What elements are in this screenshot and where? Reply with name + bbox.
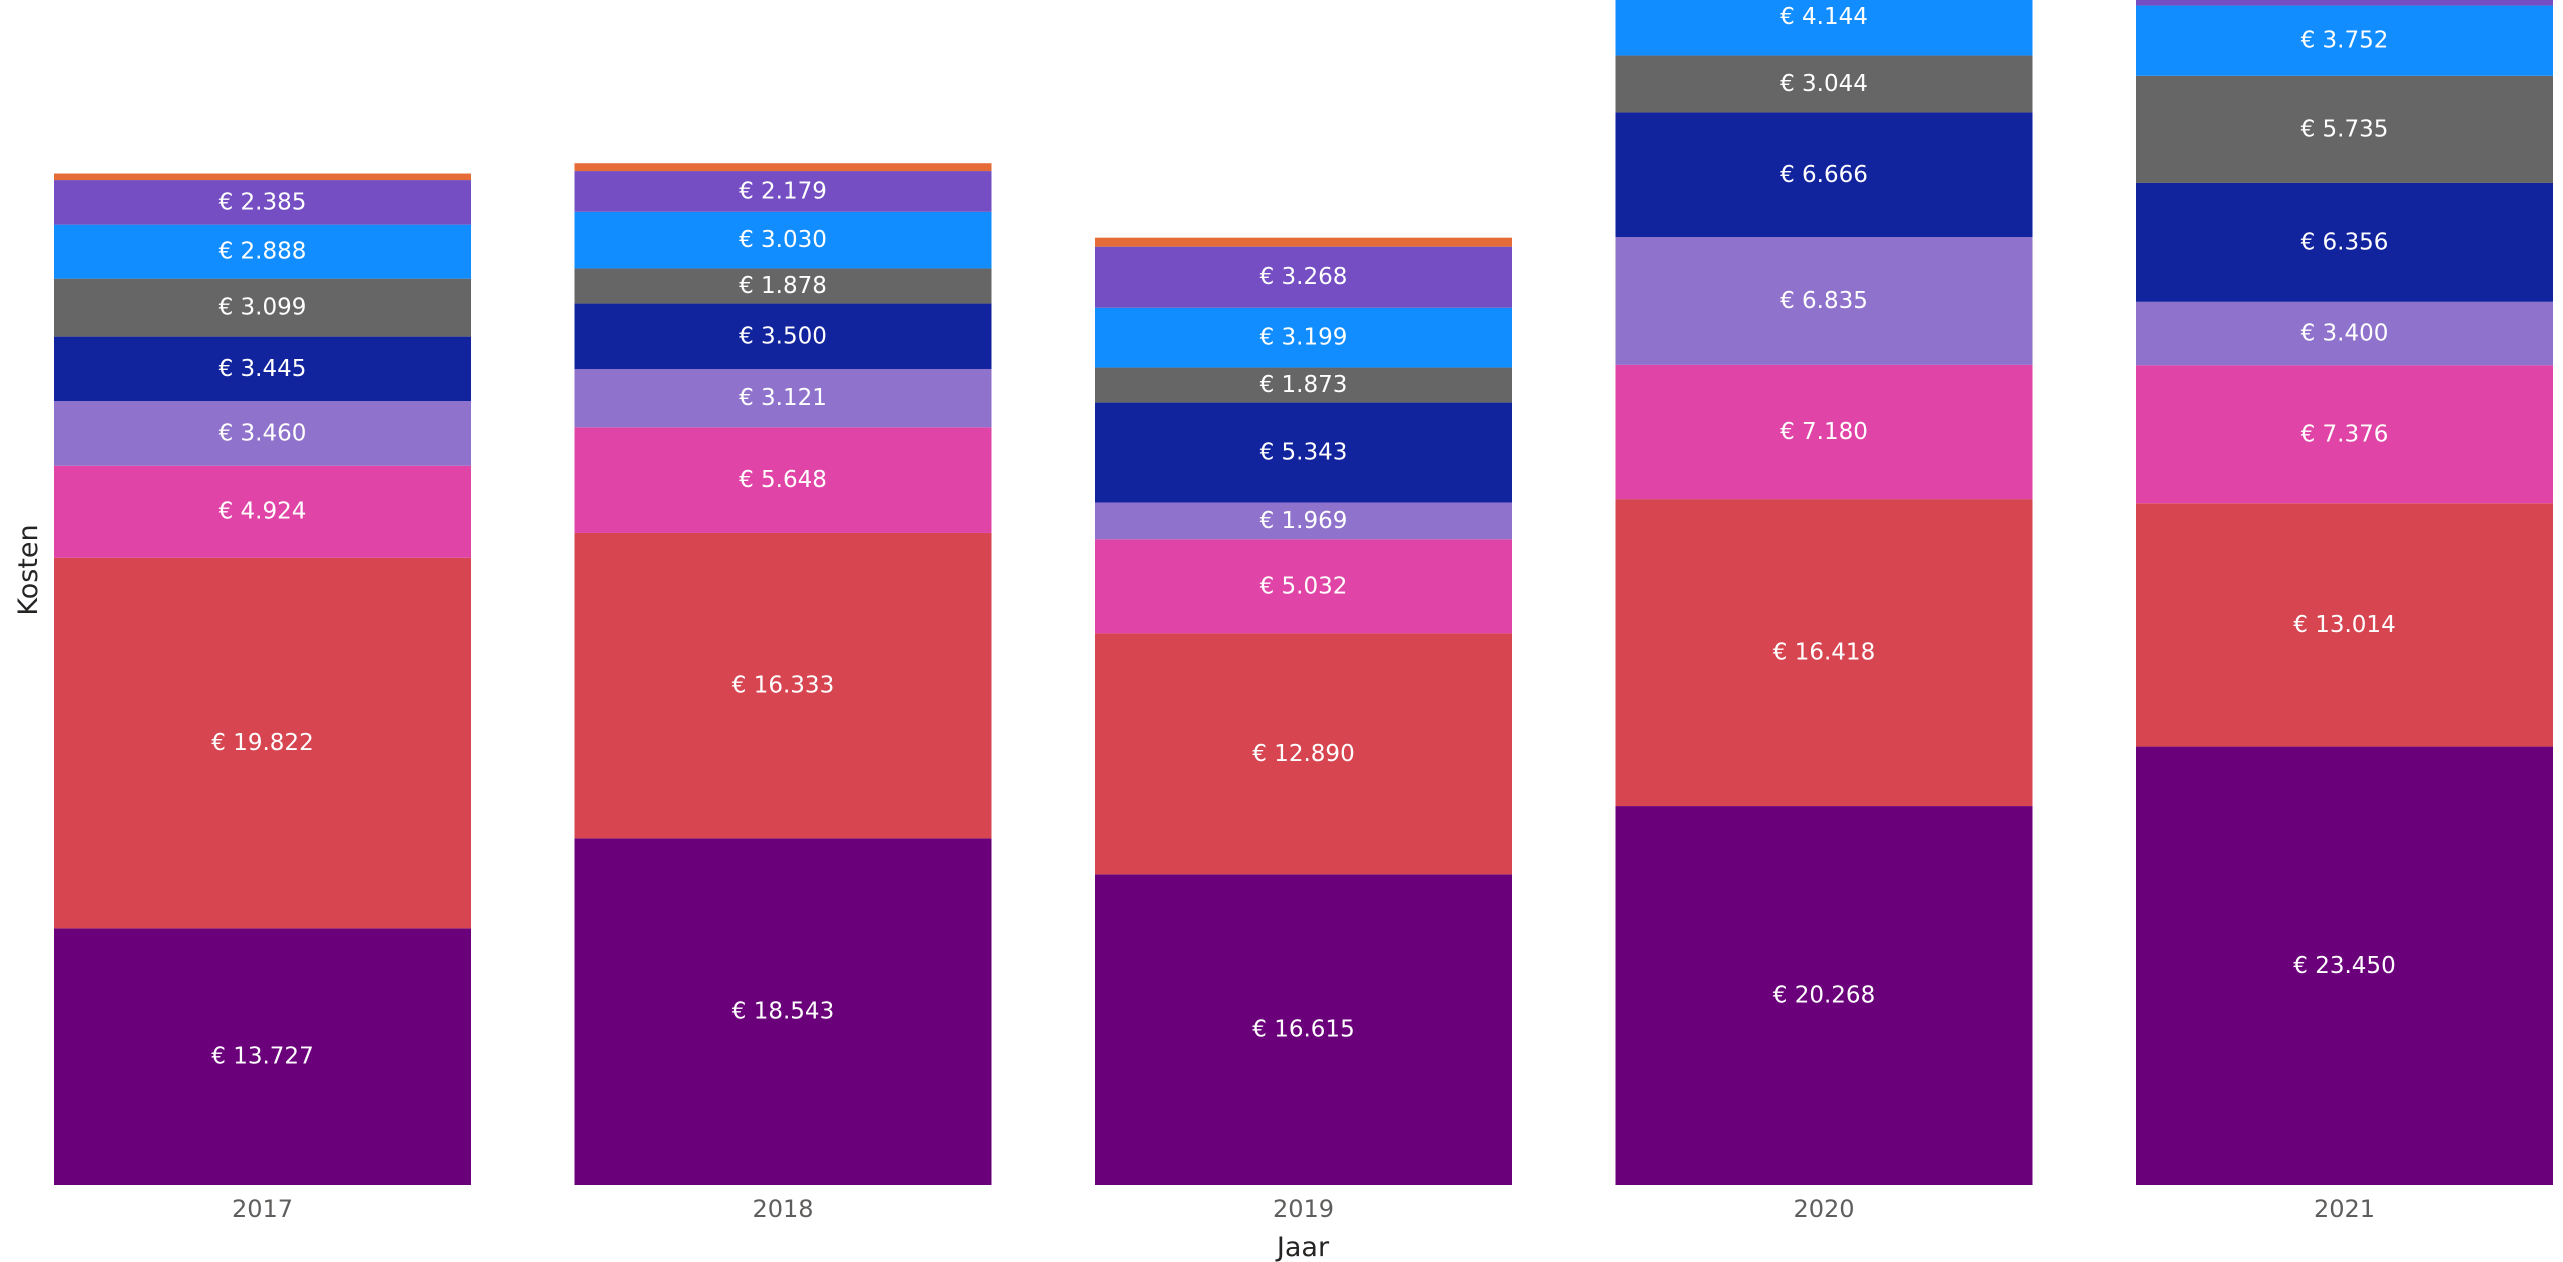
data-label-2019-5: € 1.873 bbox=[1260, 372, 1348, 398]
data-label-2019-6: € 3.199 bbox=[1260, 325, 1348, 351]
data-label-2020-0: € 20.268 bbox=[1773, 983, 1875, 1009]
bar-stack-2018: € 18.543 € 16.333 € 5.648 € 3.121 € 3.500 € 1… bbox=[574, 163, 992, 1185]
bar-segment-2017-3 bbox=[54, 401, 471, 466]
bar-segment-2021-0 bbox=[2136, 746, 2553, 1185]
data-label-2017-2: € 4.924 bbox=[219, 499, 307, 525]
bar-segment-2019-3 bbox=[1095, 502, 1512, 540]
data-label-2020-4: € 6.666 bbox=[1780, 162, 1868, 188]
x-tick-label-2017: 2017 bbox=[232, 1195, 293, 1223]
x-tick-labels: 2017 2018 2019 2020 2021 bbox=[232, 1195, 2375, 1223]
bar-segment-2017-4 bbox=[54, 336, 471, 402]
bar-segment-2020-2 bbox=[1615, 364, 2033, 500]
data-label-2018-3: € 3.121 bbox=[739, 385, 827, 411]
bar-segment-2020-6 bbox=[1615, 0, 2033, 56]
data-label-2020-2: € 7.180 bbox=[1780, 419, 1868, 445]
data-label-2019-7: € 3.268 bbox=[1260, 264, 1348, 290]
data-label-2021-5: € 5.735 bbox=[2301, 116, 2389, 142]
data-label-2021-1: € 13.014 bbox=[2293, 612, 2395, 638]
bar-segment-2021-5 bbox=[2136, 75, 2553, 183]
data-label-2017-5: € 3.099 bbox=[219, 295, 307, 321]
bars-layer: € 13.727 € 19.822 € 4.924 € 3.460 € 3.445 € 3… bbox=[54, 0, 2553, 1185]
bar-segment-2018-7 bbox=[574, 171, 992, 212]
bar-segment-2018-5 bbox=[574, 268, 992, 304]
bar-segment-2021-7 bbox=[2136, 0, 2553, 6]
bar-segment-2017-5 bbox=[54, 278, 471, 337]
x-tick-label-2019: 2019 bbox=[1273, 1195, 1334, 1223]
bar-segment-2017-1 bbox=[54, 557, 471, 929]
data-label-2017-3: € 3.460 bbox=[219, 420, 307, 446]
bar-segment-2020-3 bbox=[1615, 237, 2033, 365]
data-label-2017-0: € 13.727 bbox=[211, 1044, 313, 1070]
bar-segment-2017-2 bbox=[54, 465, 471, 558]
bar-segment-2019-6 bbox=[1095, 307, 1512, 368]
data-label-2018-0: € 18.543 bbox=[732, 999, 834, 1025]
bar-segment-2020-4 bbox=[1615, 112, 2033, 238]
data-label-2020-1: € 16.418 bbox=[1773, 640, 1875, 666]
data-label-2021-6: € 3.752 bbox=[2301, 28, 2389, 54]
data-label-2018-5: € 1.878 bbox=[739, 273, 827, 299]
data-label-2018-6: € 3.030 bbox=[739, 227, 827, 253]
data-label-2017-7: € 2.385 bbox=[219, 189, 307, 215]
bar-segment-2018-8 bbox=[574, 163, 992, 172]
bar-segment-2020-0 bbox=[1615, 806, 2033, 1185]
data-label-2020-5: € 3.044 bbox=[1780, 71, 1868, 97]
bar-segment-2019-0 bbox=[1095, 874, 1512, 1185]
bar-segment-2018-6 bbox=[574, 211, 992, 269]
bar-segment-2017-7 bbox=[54, 180, 471, 225]
data-label-2021-3: € 3.400 bbox=[2301, 321, 2389, 347]
bar-segment-2017-6 bbox=[54, 224, 471, 279]
bar-stack-2020: € 20.268 € 16.418 € 7.180 € 6.835 € 6.666 € 3… bbox=[1615, 0, 2033, 1185]
data-label-2018-1: € 16.333 bbox=[732, 673, 834, 699]
x-tick-label-2018: 2018 bbox=[752, 1195, 813, 1223]
data-label-2018-7: € 2.179 bbox=[739, 178, 827, 204]
data-label-2021-4: € 6.356 bbox=[2301, 229, 2389, 255]
bar-segment-2018-2 bbox=[574, 427, 992, 533]
data-label-2017-4: € 3.445 bbox=[219, 356, 307, 382]
data-label-2018-2: € 5.648 bbox=[739, 467, 827, 493]
bar-segment-2020-5 bbox=[1615, 55, 2033, 113]
data-label-2018-4: € 3.500 bbox=[739, 323, 827, 349]
bar-stack-2017: € 13.727 € 19.822 € 4.924 € 3.460 € 3.445 € 3… bbox=[54, 173, 471, 1185]
data-label-2021-0: € 23.450 bbox=[2293, 953, 2395, 979]
bar-segment-2020-1 bbox=[1615, 499, 2033, 807]
bar-segment-2018-4 bbox=[574, 303, 992, 369]
bar-segment-2017-0 bbox=[54, 928, 471, 1185]
bar-segment-2017-8 bbox=[54, 173, 471, 181]
bar-segment-2018-3 bbox=[574, 368, 992, 428]
bar-segment-2021-6 bbox=[2136, 5, 2553, 76]
bar-segment-2019-7 bbox=[1095, 246, 1512, 308]
x-axis-title: Jaar bbox=[1275, 1232, 1330, 1262]
bar-segment-2018-0 bbox=[574, 838, 992, 1185]
bar-segment-2021-3 bbox=[2136, 301, 2553, 366]
bar-stack-2019: € 16.615 € 12.890 € 5.032 € 1.969 € 5.343 € 1… bbox=[1095, 237, 1512, 1185]
bar-segment-2019-8 bbox=[1095, 237, 1512, 247]
bar-stack-2021: € 23.450 € 13.014 € 7.376 € 3.400 € 6.356 € 5… bbox=[2136, 0, 2553, 1185]
data-label-2021-2: € 7.376 bbox=[2301, 421, 2389, 447]
data-label-2019-3: € 1.969 bbox=[1260, 508, 1348, 534]
bar-segment-2018-1 bbox=[574, 532, 992, 839]
bar-segment-2021-2 bbox=[2136, 365, 2553, 504]
bar-segment-2019-2 bbox=[1095, 539, 1512, 634]
x-tick-label-2021: 2021 bbox=[2314, 1195, 2375, 1223]
y-axis-title: Kosten bbox=[13, 524, 44, 615]
data-label-2019-0: € 16.615 bbox=[1252, 1017, 1354, 1043]
bar-segment-2021-4 bbox=[2136, 182, 2553, 302]
data-label-2020-3: € 6.835 bbox=[1780, 288, 1868, 314]
data-label-2017-6: € 2.888 bbox=[219, 239, 307, 265]
bar-segment-2019-5 bbox=[1095, 367, 1512, 403]
bar-segment-2019-4 bbox=[1095, 402, 1512, 503]
data-label-2019-2: € 5.032 bbox=[1260, 573, 1348, 599]
data-label-2020-6: € 4.144 bbox=[1780, 4, 1868, 30]
bar-segment-2021-1 bbox=[2136, 503, 2553, 747]
data-label-2019-4: € 5.343 bbox=[1260, 440, 1348, 466]
data-label-2017-1: € 19.822 bbox=[211, 730, 313, 756]
bar-segment-2019-1 bbox=[1095, 633, 1512, 875]
data-label-2019-1: € 12.890 bbox=[1252, 741, 1354, 767]
x-tick-label-2020: 2020 bbox=[1793, 1195, 1854, 1223]
